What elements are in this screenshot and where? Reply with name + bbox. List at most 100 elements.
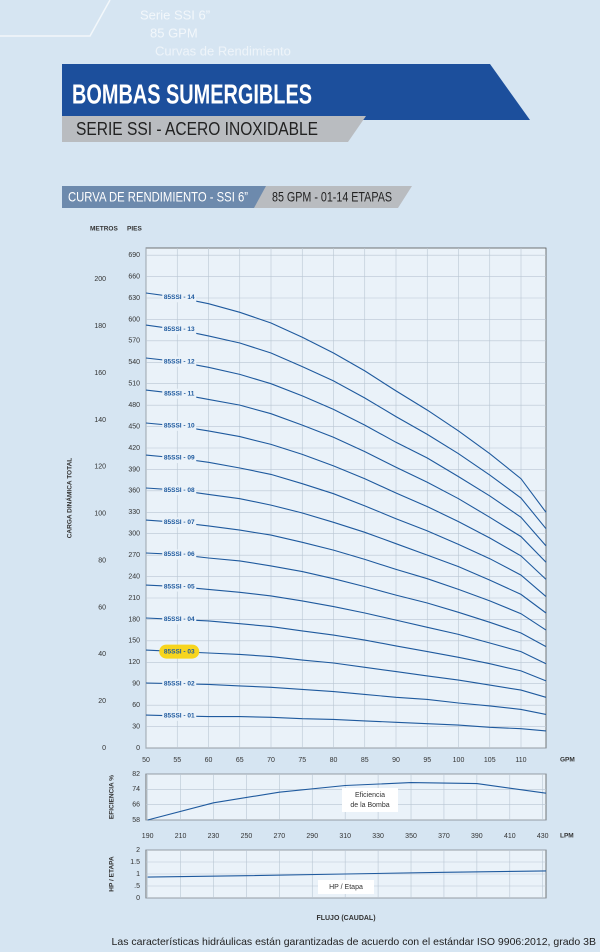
series-label: 85SSI - 12 xyxy=(164,358,195,365)
annotation-bg xyxy=(318,880,374,894)
x-tick-label: 270 xyxy=(273,833,285,840)
y2-tick-label: 0 xyxy=(102,745,106,752)
label-bg xyxy=(162,517,197,528)
y-tick-label: 82 xyxy=(132,771,140,778)
y2-tick-label: 160 xyxy=(94,370,106,377)
y-tick-label: 120 xyxy=(128,659,140,666)
series-label: 85SSI - 04 xyxy=(164,616,195,623)
series-line xyxy=(147,782,547,821)
series-line xyxy=(145,714,547,732)
series-label: 85SSI - 01 xyxy=(164,713,195,720)
y-axis-title: EFICIENCIA % xyxy=(109,775,116,819)
y-tick-label: 30 xyxy=(132,723,140,730)
x-tick-label: 70 xyxy=(267,757,275,764)
annotation: de la Bomba xyxy=(350,802,389,809)
x-tick-label: 85 xyxy=(361,757,369,764)
y-axis-title: CARGA DINÁMICA TOTAL xyxy=(65,458,74,539)
y-tick-label: 660 xyxy=(128,273,140,280)
y-tick-label: 390 xyxy=(128,466,140,473)
y-tick-label: 2 xyxy=(136,847,140,854)
y-tick-label: 600 xyxy=(128,316,140,323)
label-bg xyxy=(162,292,197,303)
y-tick-label: 300 xyxy=(128,531,140,538)
series-label: 85SSI - 09 xyxy=(164,455,195,462)
series-label: 85SSI - 03 xyxy=(164,648,195,655)
x-tick-label: 230 xyxy=(208,833,220,840)
label-bg xyxy=(162,356,197,367)
label-bg xyxy=(162,549,197,560)
label-bg xyxy=(162,581,197,592)
label-bg xyxy=(162,710,197,721)
series-line xyxy=(145,487,547,614)
y2-tick-label: 140 xyxy=(94,417,106,424)
annotation: Eficiencia xyxy=(355,792,385,799)
title-banner xyxy=(62,64,530,120)
subtitle-banner xyxy=(62,116,366,142)
series-label: 85SSI - 11 xyxy=(164,390,195,397)
x-tick-label: 290 xyxy=(306,833,318,840)
y2-tick-label: 80 xyxy=(98,557,106,564)
section-right: 85 GPM - 01-14 ETAPAS xyxy=(272,189,392,205)
series-line xyxy=(145,617,547,682)
x-tick-label: 60 xyxy=(205,757,213,764)
label-bg xyxy=(162,678,197,689)
label-bg xyxy=(162,485,197,496)
y2-unit: METROS xyxy=(90,226,118,233)
series-line xyxy=(145,552,547,648)
x-tick-label: 90 xyxy=(392,757,400,764)
y-tick-label: 420 xyxy=(128,445,140,452)
watermark: Serie SSI 6” xyxy=(140,7,210,22)
x-axis-title: FLUJO (CAUDAL) xyxy=(316,915,375,922)
x-tick-label: 50 xyxy=(142,757,150,764)
y-tick-label: 0 xyxy=(136,895,140,902)
y-tick-label: 150 xyxy=(128,638,140,645)
y-tick-label: 66 xyxy=(132,802,140,809)
label-highlight xyxy=(159,644,200,659)
y2-tick-label: 40 xyxy=(98,651,106,658)
y-tick-label: .5 xyxy=(134,883,140,890)
x-tick-label: 65 xyxy=(236,757,244,764)
series-line xyxy=(145,454,547,598)
footnote: Las características hidráulicas están ga… xyxy=(112,936,596,948)
section-right-bg xyxy=(254,186,412,208)
series-label: 85SSI - 14 xyxy=(164,294,195,301)
label-bg xyxy=(162,614,197,625)
series-line xyxy=(145,357,547,547)
series-line xyxy=(145,649,547,698)
y-unit: PIES xyxy=(127,226,142,233)
series-line xyxy=(145,389,547,563)
series-line xyxy=(145,584,547,665)
y-tick-label: 270 xyxy=(128,552,140,559)
x-unit: GPM xyxy=(560,757,575,764)
watermark: 85 GPM xyxy=(150,25,198,40)
x-tick-label: 100 xyxy=(453,757,465,764)
series-line xyxy=(147,870,547,878)
y2-tick-label: 60 xyxy=(98,604,106,611)
series-label: 85SSI - 02 xyxy=(164,680,195,687)
series-line xyxy=(145,519,547,631)
x-tick-label: 310 xyxy=(339,833,351,840)
series-line xyxy=(145,682,547,715)
x-tick-label: 370 xyxy=(438,833,450,840)
y2-tick-label: 200 xyxy=(94,276,106,283)
series-label: 85SSI - 05 xyxy=(164,583,195,590)
y-tick-label: 330 xyxy=(128,509,140,516)
x-tick-label: 105 xyxy=(484,757,496,764)
y-tick-label: 58 xyxy=(132,817,140,824)
section-left-bg xyxy=(62,186,270,208)
y2-tick-label: 120 xyxy=(94,464,106,471)
y-tick-label: 180 xyxy=(128,616,140,623)
series-label: 85SSI - 06 xyxy=(164,551,195,558)
series-line xyxy=(145,324,547,530)
series-line xyxy=(145,422,547,580)
label-bg xyxy=(162,388,197,399)
x-tick-label: 210 xyxy=(175,833,187,840)
y-tick-label: 60 xyxy=(132,702,140,709)
y2-tick-label: 20 xyxy=(98,698,106,705)
annotation: HP / Etapa xyxy=(329,884,363,891)
y-tick-label: 450 xyxy=(128,423,140,430)
x-unit: LPM xyxy=(560,833,574,840)
x-tick-label: 75 xyxy=(298,757,306,764)
x-tick-label: 110 xyxy=(515,757,526,764)
label-bg xyxy=(162,453,197,463)
